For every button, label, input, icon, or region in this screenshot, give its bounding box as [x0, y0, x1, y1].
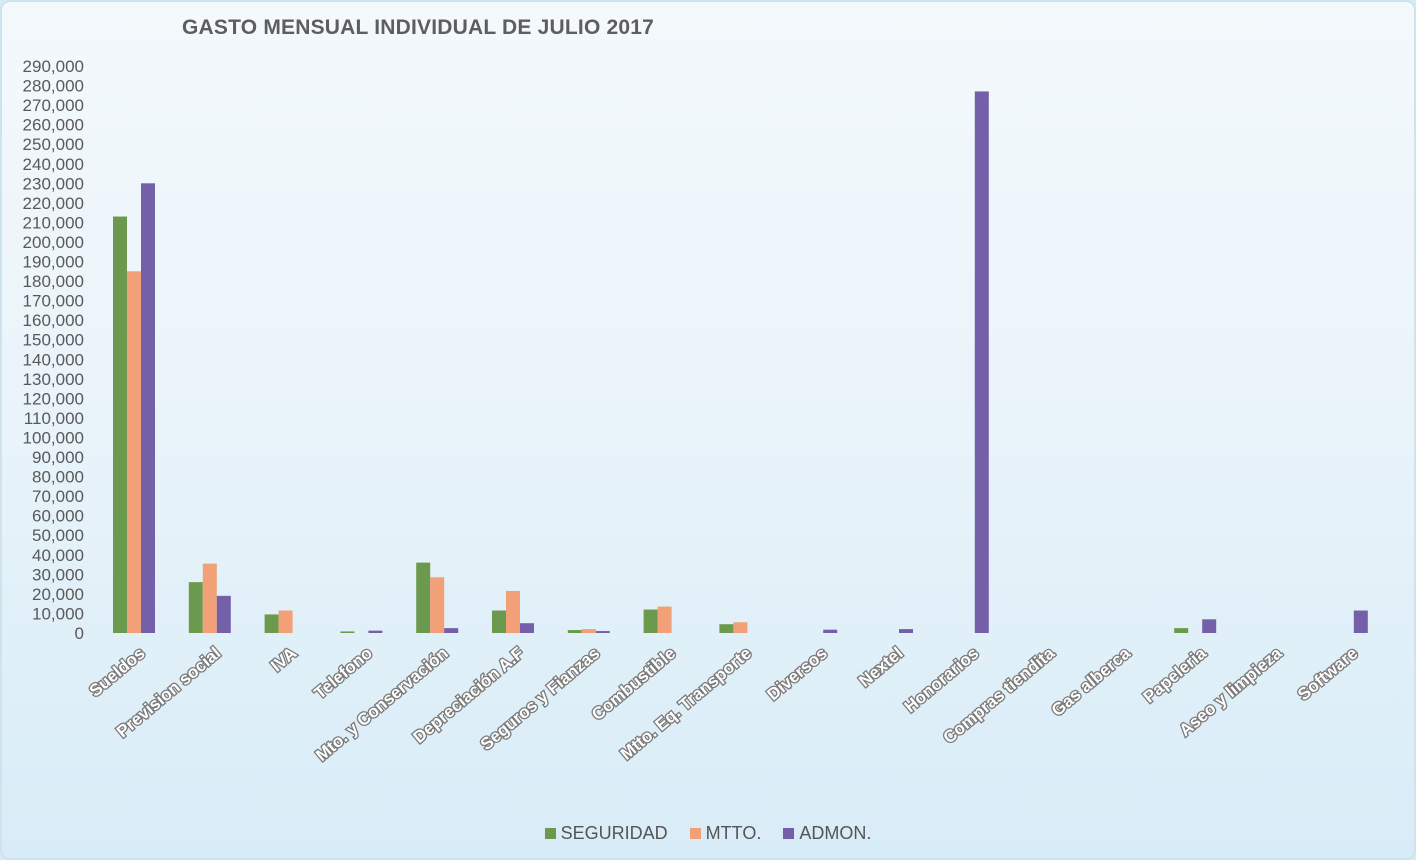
x-category-label: Mto. y Conservación: [312, 644, 452, 765]
y-tick-label: 90,000: [32, 448, 84, 467]
y-tick-label: 120,000: [23, 389, 84, 408]
bar-admon-11: [899, 629, 913, 633]
legend-item: ADMON.: [783, 823, 871, 844]
y-tick-label: 0: [75, 624, 84, 643]
bar-mtto-3: [278, 610, 293, 633]
bar-mtto-6: [506, 590, 520, 633]
y-tick-label: 40,000: [32, 546, 84, 565]
y-tick-label: 190,000: [23, 253, 84, 272]
x-category-label: Honorarios: [901, 644, 983, 717]
bar-admon-10: [823, 629, 838, 633]
bar-admon-6: [520, 623, 534, 633]
y-tick-label: 70,000: [32, 487, 84, 506]
bar-mtto-9: [733, 622, 748, 633]
y-tick-label: 140,000: [23, 350, 84, 369]
legend-label: ADMON.: [799, 823, 872, 843]
y-tick-label: 160,000: [23, 311, 84, 330]
bar-seguridad-15: [1174, 628, 1189, 633]
y-tick-label: 110,000: [24, 409, 84, 428]
bar-seguridad-5: [416, 562, 431, 633]
bar-mtto-7: [581, 629, 596, 633]
bar-mtto-5: [430, 577, 445, 633]
y-tick-label: 20,000: [32, 585, 84, 604]
x-category-label: Mtto. Eq. Transporte: [617, 644, 755, 764]
y-tick-label: 130,000: [23, 370, 84, 389]
legend-label: MTTO.: [705, 823, 762, 843]
x-category-label: Papeleria: [1140, 643, 1211, 707]
y-tick-label: 230,000: [23, 174, 84, 193]
bar-seguridad-3: [264, 614, 279, 633]
y-tick-label: 270,000: [23, 96, 84, 115]
legend-swatch: [544, 828, 556, 839]
legend-swatch: [689, 828, 701, 839]
x-category-label: Software: [1294, 644, 1361, 705]
bar-admon-15: [1202, 619, 1217, 633]
x-category-label: Gas alberca: [1048, 643, 1134, 720]
y-tick-label: 240,000: [23, 155, 84, 174]
y-tick-label: 150,000: [23, 331, 84, 350]
bar-seguridad-4: [340, 631, 355, 633]
y-tick-label: 10,000: [32, 604, 84, 623]
y-tick-label: 50,000: [32, 526, 84, 545]
bar-admon-2: [216, 595, 231, 633]
chart-title: GASTO MENSUAL INDIVIDUAL DE JULIO 2017: [182, 16, 655, 39]
y-tick-label: 80,000: [32, 468, 84, 487]
bar-admon-7: [595, 631, 610, 633]
chart-legend: SEGURIDAD MTTO. ADMON.: [0, 823, 1416, 844]
bar-admon-12: [974, 91, 989, 634]
bar-mtto-2: [202, 563, 217, 633]
bar-seguridad-9: [719, 624, 734, 633]
y-tick-label: 250,000: [23, 135, 84, 154]
bar-mtto-1: [127, 271, 141, 633]
bar-seguridad-8: [643, 609, 658, 633]
bar-seguridad-7: [567, 630, 582, 633]
bar-seguridad-6: [492, 610, 506, 633]
y-tick-label: 60,000: [32, 507, 84, 526]
x-category-label: Diversos: [764, 644, 831, 705]
legend-swatch: [783, 828, 795, 839]
x-category-label: IVA: [267, 644, 300, 676]
y-tick-label: 100,000: [23, 428, 84, 447]
bar-seguridad-2: [188, 582, 203, 633]
x-category-label: Nextel: [855, 644, 906, 691]
y-tick-label: 280,000: [23, 77, 84, 96]
bar-admon-5: [444, 628, 459, 633]
legend-item: MTTO.: [689, 823, 762, 844]
bar-mtto-8: [657, 606, 672, 633]
x-category-label: Sueldos: [86, 644, 149, 701]
y-tick-label: 30,000: [32, 565, 84, 584]
y-tick-label: 180,000: [23, 272, 84, 291]
legend-label: SEGURIDAD: [560, 823, 668, 843]
y-tick-label: 200,000: [23, 233, 84, 252]
bar-admon-4: [368, 630, 383, 633]
x-category-label: Telefono: [310, 644, 376, 703]
y-tick-label: 170,000: [23, 292, 84, 311]
bar-admon-1: [141, 183, 155, 633]
bar-admon-17: [1353, 610, 1368, 633]
y-tick-label: 260,000: [23, 116, 84, 135]
y-tick-label: 220,000: [23, 194, 84, 213]
legend-item: SEGURIDAD: [544, 823, 668, 844]
y-tick-label: 290,000: [23, 57, 84, 76]
bar-seguridad-1: [113, 216, 127, 633]
y-tick-label: 210,000: [23, 213, 84, 232]
